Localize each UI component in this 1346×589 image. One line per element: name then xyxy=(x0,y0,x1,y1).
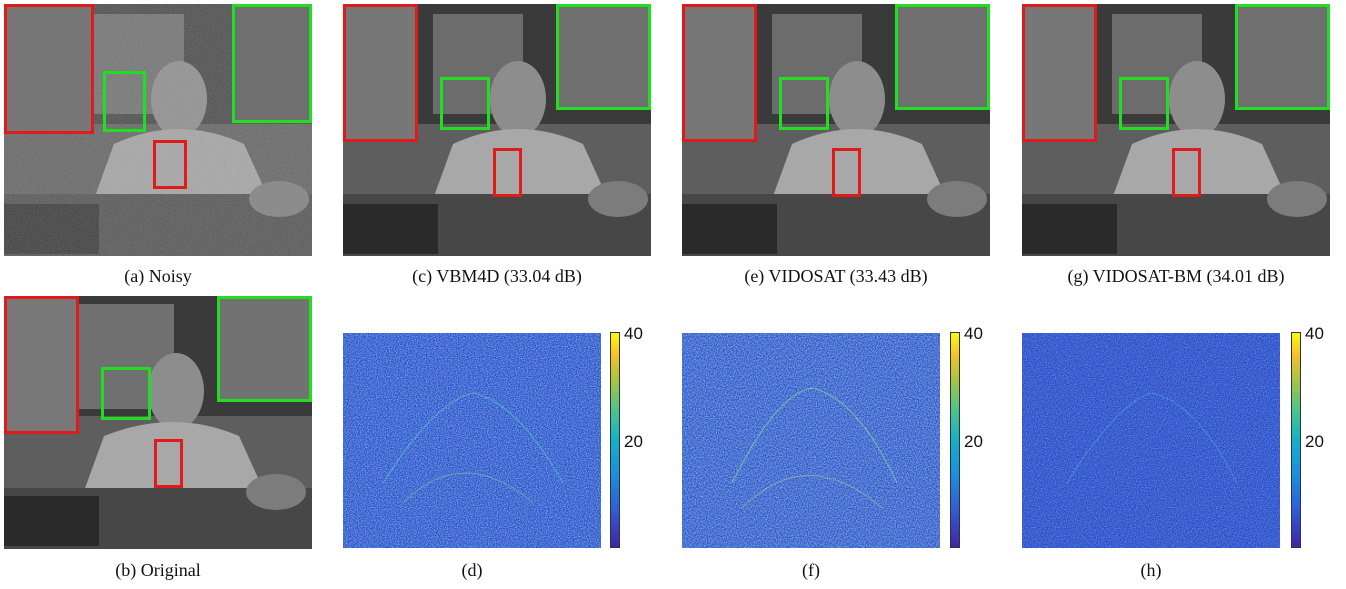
colorbar-d-max: 40 xyxy=(624,324,643,343)
error-map-vidosat-bm xyxy=(1022,333,1280,548)
error-map-vidosat xyxy=(682,333,940,548)
colorbar-d xyxy=(610,332,620,548)
colorbar-d-mid: 20 xyxy=(624,432,643,451)
vidosat-bm-frame xyxy=(1022,4,1330,256)
caption-a: (a) Noisy xyxy=(124,266,192,286)
colorbar-h-max: 40 xyxy=(1305,324,1324,343)
colorbar-f-mid: 20 xyxy=(964,432,983,451)
vidosat-frame xyxy=(682,4,990,256)
colorbar-h-mid: 20 xyxy=(1305,432,1324,451)
colorbar-f-max: 40 xyxy=(964,324,983,343)
caption-e: (e) VIDOSAT (33.43 dB) xyxy=(744,266,928,286)
original-frame xyxy=(4,296,312,549)
caption-g: (g) VIDOSAT-BM (34.01 dB) xyxy=(1067,266,1285,286)
caption-h: (h) xyxy=(1140,560,1162,580)
caption-f: (f) xyxy=(802,560,820,580)
caption-d: (d) xyxy=(461,560,483,580)
caption-c: (c) VBM4D (33.04 dB) xyxy=(412,266,582,286)
caption-b: (b) Original xyxy=(115,560,201,580)
colorbar-f xyxy=(950,332,960,548)
noisy-frame xyxy=(4,4,312,256)
colorbar-h xyxy=(1291,332,1301,548)
error-map-vbm4d xyxy=(343,333,601,548)
vbm4d-frame xyxy=(343,4,651,256)
